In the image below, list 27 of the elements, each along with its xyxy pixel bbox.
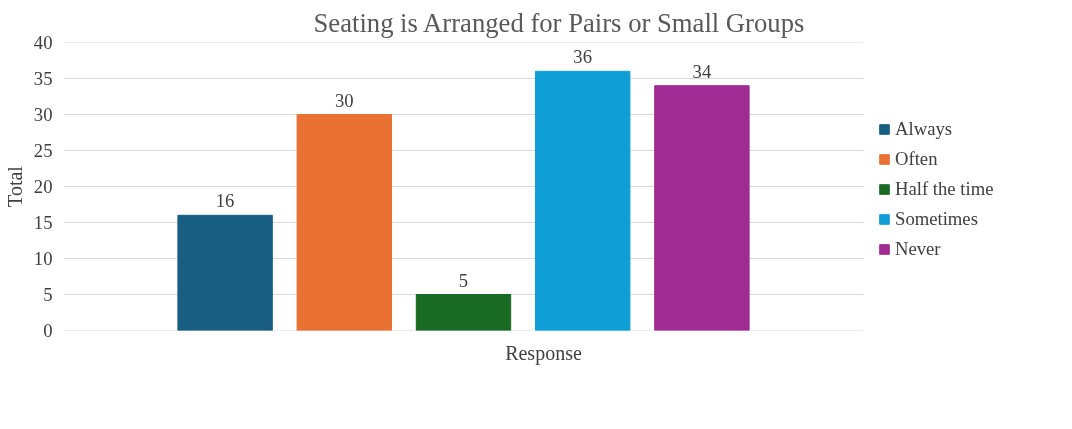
data-label: 5 <box>458 269 469 291</box>
bar <box>177 214 273 331</box>
legend-label: Half the time <box>895 178 994 200</box>
y-tick-label: 25 <box>33 140 53 161</box>
bar <box>296 114 392 331</box>
data-label: 30 <box>334 89 354 111</box>
legend-label: Often <box>895 148 938 170</box>
y-tick-label: 10 <box>33 248 53 269</box>
y-tick-label: 5 <box>43 284 53 305</box>
legend-label: Always <box>895 118 952 140</box>
legend-label: Never <box>895 238 941 260</box>
data-label: 34 <box>692 60 712 82</box>
bar <box>415 294 512 331</box>
bar <box>654 85 750 331</box>
x-axis-title: Response <box>505 341 582 365</box>
y-tick-label: 30 <box>33 104 53 125</box>
chart-title: Seating is Arranged for Pairs or Small Groups <box>313 7 805 38</box>
data-label: 36 <box>573 46 593 68</box>
y-tick-label: 20 <box>33 176 53 197</box>
y-tick-label: 35 <box>33 68 53 89</box>
y-tick-label: 15 <box>33 212 53 233</box>
bar <box>535 70 631 331</box>
y-tick-label: 0 <box>43 320 53 341</box>
data-label: 16 <box>215 190 235 212</box>
y-axis-title: Total <box>3 165 26 207</box>
legend-label: Sometimes <box>895 208 978 230</box>
y-tick-label: 40 <box>33 32 53 53</box>
